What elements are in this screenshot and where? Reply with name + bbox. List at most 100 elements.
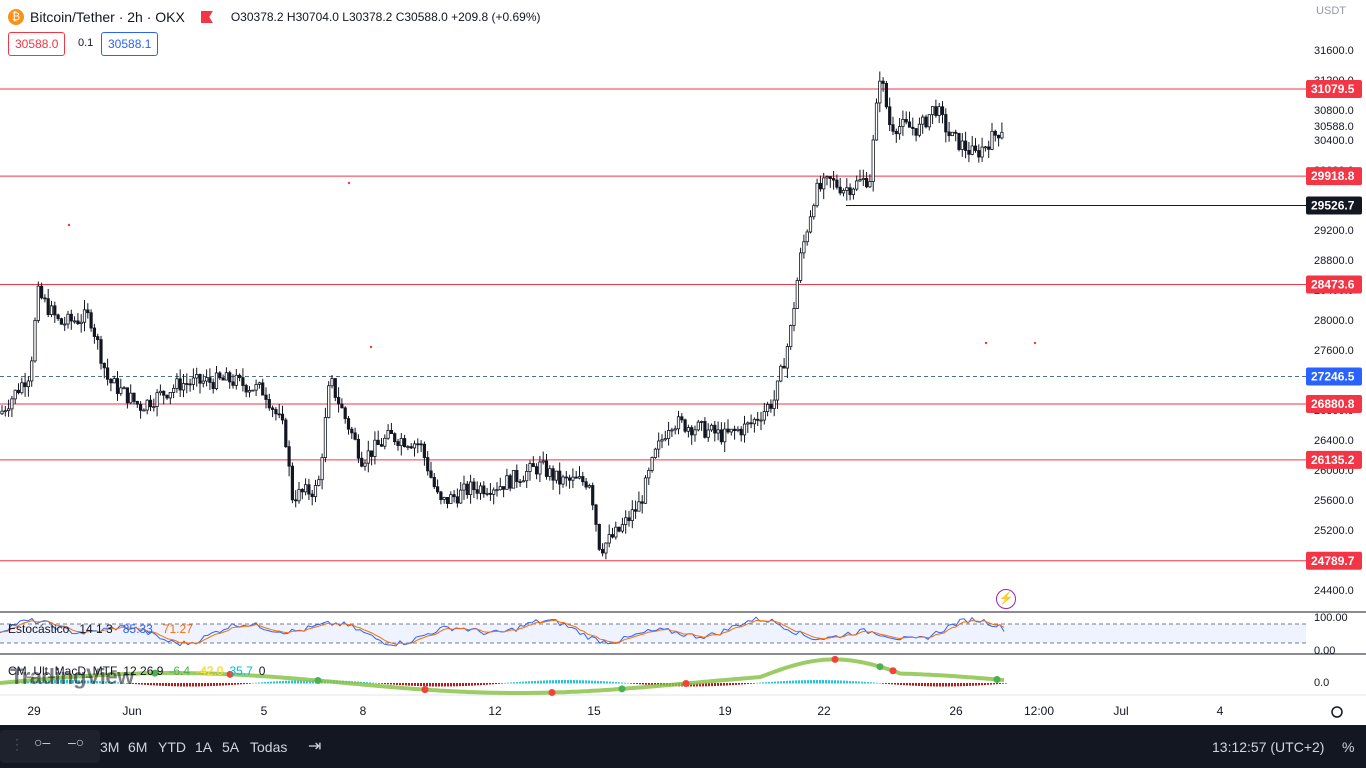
range-all[interactable]: Todas [250, 739, 288, 755]
macd-histogram-bar [723, 683, 725, 686]
candle-body [419, 443, 423, 446]
candle-body [307, 484, 311, 495]
macd-histogram-bar [429, 683, 431, 687]
candle-body [775, 380, 780, 401]
macd-histogram-bar [897, 683, 899, 685]
candle-body [680, 416, 684, 421]
macd-histogram-bar [621, 682, 623, 684]
macd-histogram-bar [249, 683, 251, 684]
macd-histogram-bar [219, 683, 221, 686]
range-3m[interactable]: 3M [100, 739, 120, 755]
macd-histogram-bar [894, 683, 896, 685]
range-1a[interactable]: 1A [195, 739, 213, 755]
drawing-toolbar[interactable]: ⋮ ○– –○ [0, 730, 100, 763]
candle-body [970, 145, 974, 155]
macd-histogram-bar [306, 680, 308, 684]
macd-name: CM_Ult_MacD_MTF [8, 664, 118, 678]
macd-histogram-bar [594, 680, 596, 684]
candle-body [145, 399, 149, 411]
macd-histogram-bar [510, 682, 512, 684]
macd-histogram-bar [903, 683, 905, 686]
macd-histogram-bar [381, 683, 383, 684]
macd-histogram-bar [618, 682, 620, 684]
clock[interactable]: 13:12:57 (UTC+2) [1212, 739, 1325, 755]
macd-legend[interactable]: CM_Ult_MacD_MTF 12 26 9 -6.4 -42.0 35.7 … [8, 664, 265, 678]
candle-body [993, 130, 997, 136]
range-5a[interactable]: 5A [222, 739, 240, 755]
candle-body [30, 360, 34, 382]
macd-histogram-bar [807, 680, 809, 684]
candle-body [577, 476, 582, 479]
macd-histogram-bar [627, 682, 629, 684]
lightning-icon[interactable]: ⚡ [996, 589, 1016, 609]
macd-histogram-bar [834, 680, 836, 684]
range-line-icon[interactable]: ○– [34, 734, 51, 750]
candle-body [33, 320, 37, 362]
candle-body [878, 80, 882, 104]
macd-histogram-bar [489, 683, 491, 685]
macd-histogram-bar [783, 681, 785, 684]
macd-histogram-bar [606, 681, 608, 684]
date-range-icon[interactable]: –○ [68, 734, 85, 750]
macd-histogram-bar [630, 683, 632, 684]
candle-body [82, 309, 87, 323]
candle-body [264, 394, 268, 400]
macd-histogram-bar [57, 680, 59, 684]
percent-toggle[interactable]: % [1342, 739, 1355, 755]
macd-histogram-bar [888, 683, 890, 685]
range-ytd[interactable]: YTD [158, 739, 186, 755]
macd-histogram-bar [120, 682, 122, 684]
spread-value: 0.1 [78, 37, 94, 49]
candle-body [904, 119, 908, 123]
candle-body [667, 430, 671, 439]
macd-histogram-bar [411, 683, 413, 686]
level-price-tag [1306, 367, 1362, 386]
candle-body [148, 399, 153, 408]
chart-header: Bitcoin/Tether · 2h · OKX O30378.2 H3070… [8, 6, 541, 28]
high-value: H30704.0 [286, 10, 339, 24]
macd-histogram-bar [786, 680, 788, 684]
macd-histogram-bar [819, 680, 821, 684]
candle-body [132, 392, 136, 402]
stochastic-legend[interactable]: Estocástico 14 1 3 85.33 71.27 [8, 622, 193, 636]
sell-button[interactable]: 30588.0 [8, 32, 66, 56]
candle-body [937, 106, 941, 116]
candle-body [934, 106, 938, 116]
buy-button[interactable]: 30588.1 [101, 32, 159, 56]
macd-histogram-bar [138, 683, 140, 685]
macd-histogram-bar [465, 683, 467, 686]
flag-icon[interactable] [200, 11, 213, 23]
macd-histogram-bar [720, 683, 722, 686]
macd-histogram-bar [795, 680, 797, 684]
currency-label[interactable]: USDT [1316, 5, 1346, 17]
macd-histogram-bar [369, 682, 371, 684]
macd-histogram-bar [297, 680, 299, 684]
chart-canvas[interactable]: 31600.031200.030800.030400.030000.029600… [0, 0, 1366, 725]
candle-body [531, 463, 535, 468]
candle-body [492, 489, 496, 495]
candle-body [772, 399, 776, 409]
macd-histogram-bar [558, 680, 560, 684]
candle-body [881, 80, 885, 84]
grip-icon[interactable]: ⋮ [10, 736, 24, 752]
candle-body [601, 548, 605, 554]
macd-histogram-bar [960, 683, 962, 687]
tradingview-logo[interactable]: TradingView [10, 664, 134, 689]
candle-body [825, 176, 829, 179]
macd-histogram-bar [585, 680, 587, 684]
macd-histogram-bar [423, 683, 425, 687]
candle-body [204, 377, 209, 382]
candle-body [808, 216, 813, 233]
macd-histogram-bar [909, 683, 911, 686]
macd-histogram-bar [102, 681, 104, 684]
macd-histogram-bar [408, 683, 410, 686]
symbol-title[interactable]: Bitcoin/Tether · 2h · OKX [30, 9, 185, 25]
macd-histogram-bar [654, 683, 656, 686]
macd-histogram-bar [168, 683, 170, 687]
date-range-calendar-icon[interactable]: ⇥ [308, 738, 322, 755]
stochastic-band [0, 624, 1306, 643]
candle-body [244, 385, 248, 393]
range-6m[interactable]: 6M [128, 739, 148, 755]
macd-histogram-bar [843, 680, 845, 684]
candle-body [346, 418, 351, 430]
